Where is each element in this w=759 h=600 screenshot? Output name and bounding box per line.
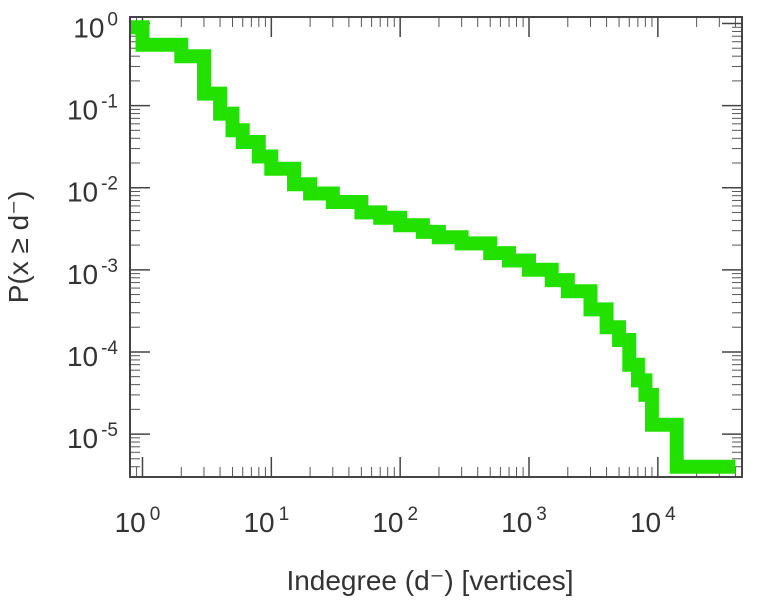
y-axis-label: P(x ≥ d⁻) xyxy=(3,191,34,304)
y-tick-label: 10 -2 xyxy=(67,174,118,208)
x-tick-label: 10 3 xyxy=(501,504,547,538)
y-tick-label: 10 -4 xyxy=(67,338,118,372)
x-axis-label: Indegree (d⁻) [vertices] xyxy=(286,565,573,596)
x-tick-label: 10 2 xyxy=(372,504,418,538)
series-layer xyxy=(130,20,736,474)
y-tick-label: 10 -3 xyxy=(67,256,118,290)
x-tick-labels: 10 0 10 1 10 2 10 3 10 4 xyxy=(115,504,677,538)
x-tick-label: 10 0 xyxy=(115,504,161,538)
series-line xyxy=(130,20,736,474)
x-tick-label: 10 4 xyxy=(630,504,676,538)
plot-frame xyxy=(129,16,743,478)
y-tick-label: 10 0 xyxy=(73,10,118,44)
y-tick-label: 10 -1 xyxy=(67,92,118,126)
y-tick-label: 10 -5 xyxy=(67,420,118,454)
x-tick-label: 10 1 xyxy=(243,504,289,538)
